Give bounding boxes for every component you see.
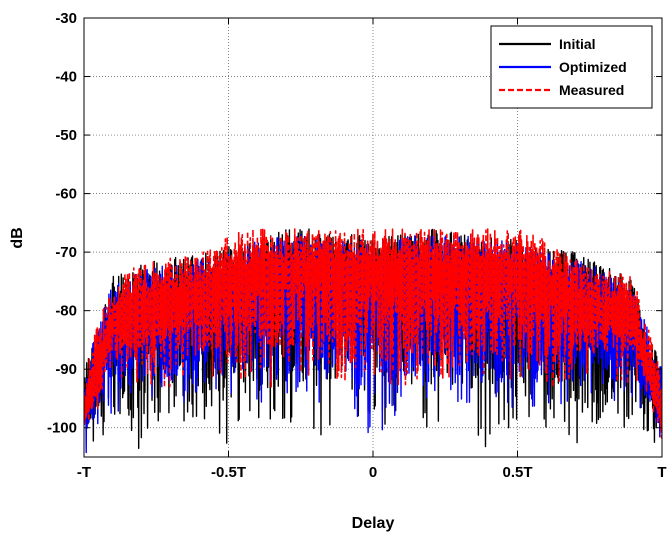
x-tick-label: 0 [369,464,377,481]
y-axis-label: dB [9,227,26,248]
y-tick-label: -100 [47,420,77,437]
y-tick-label: -90 [55,361,77,378]
legend-label-initial: Initial [559,36,596,52]
y-tick-label: -70 [55,244,77,261]
y-tick-label: -40 [55,69,77,86]
y-tick-label: -50 [55,127,77,144]
y-tick-label: -80 [55,303,77,320]
series-measured-line [84,227,662,439]
x-tick-label: T [657,464,666,481]
x-tick-label: 0.5T [502,464,532,481]
legend-label-measured: Measured [559,82,624,98]
series-layer [84,227,662,454]
x-tick-label: -T [77,464,91,481]
ticks: -T -0.5T 0 0.5T T -100 -90 -80 -70 -60 -50 -40 -30 [47,10,667,481]
y-tick-label: -60 [55,186,77,203]
legend-label-optimized: Optimized [559,59,627,75]
y-tick-label: -30 [55,10,77,27]
x-axis-label: Delay [352,515,395,532]
legend: Initial Optimized Measured [490,25,653,109]
x-tick-label: -0.5T [211,464,246,481]
